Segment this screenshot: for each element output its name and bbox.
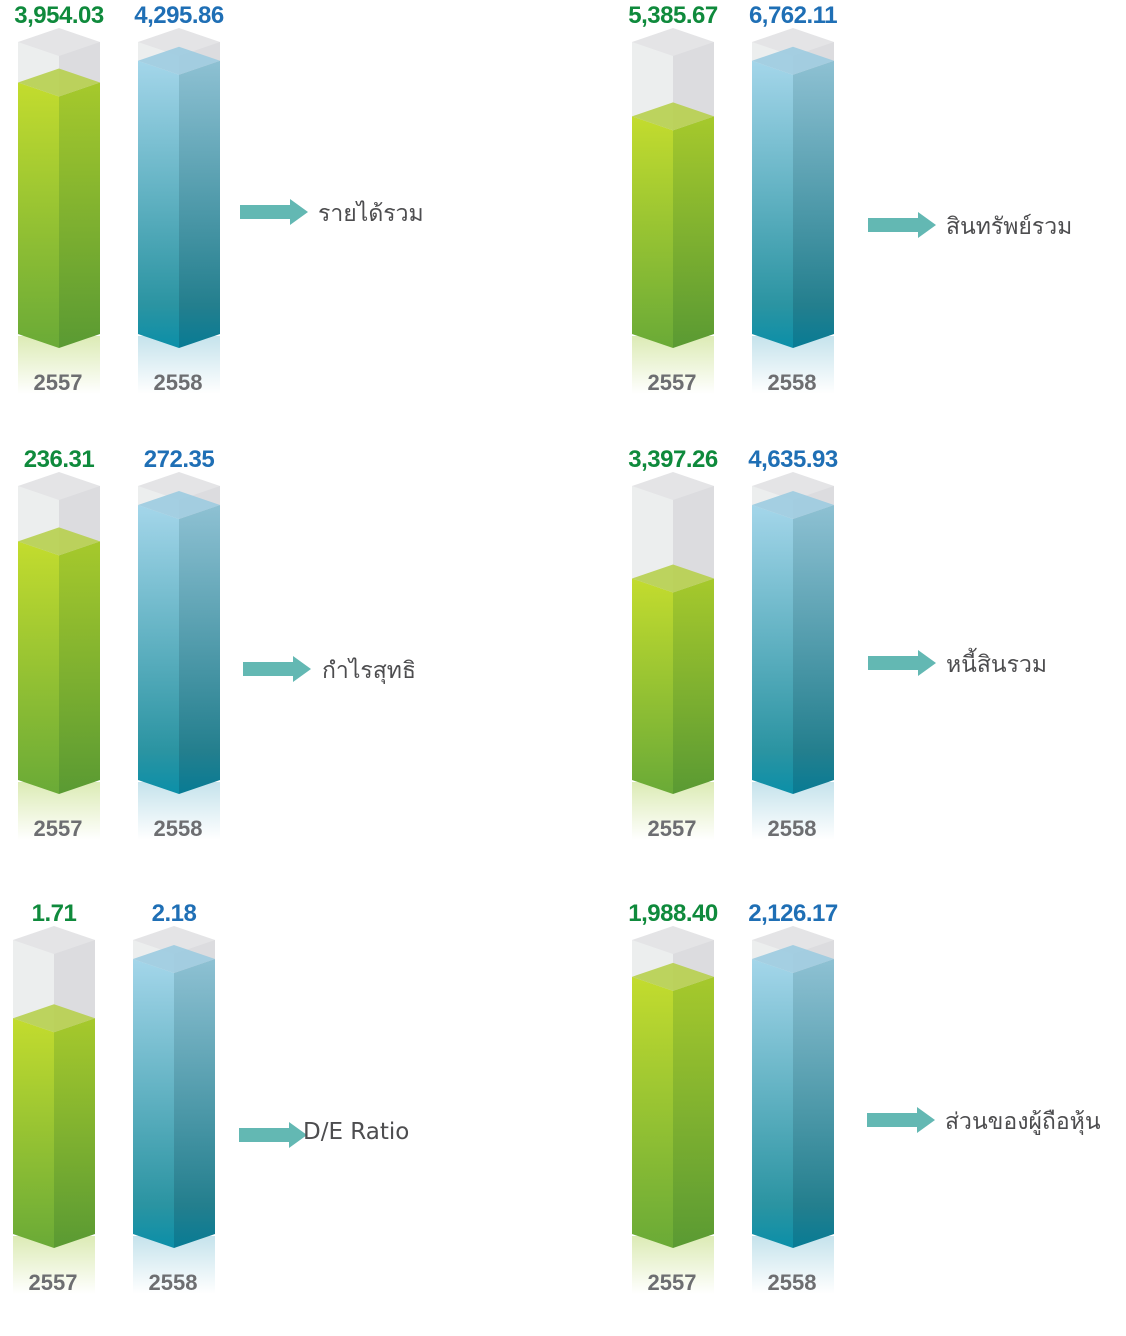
value-label-2558: 2.18 bbox=[151, 900, 197, 927]
bar-2558 bbox=[752, 945, 834, 1248]
bar-2558 bbox=[138, 46, 220, 349]
category-label-2557: 2557 bbox=[33, 816, 83, 841]
metric-label: กำไรสุทธิ bbox=[322, 658, 416, 684]
bar-column-2557 bbox=[13, 926, 95, 1294]
category-label-2558: 2558 bbox=[153, 370, 203, 395]
bar-column-2558 bbox=[752, 926, 834, 1294]
bar-2557 bbox=[13, 1004, 95, 1248]
category-label-2558: 2558 bbox=[148, 1270, 198, 1295]
value-label-2557: 3,397.26 bbox=[628, 446, 718, 473]
arrow-icon bbox=[868, 650, 936, 676]
category-label-2557: 2557 bbox=[28, 1270, 78, 1295]
value-label-2557: 236.31 bbox=[23, 446, 95, 473]
arrow-icon bbox=[867, 1107, 935, 1133]
value-label-2557: 5,385.67 bbox=[628, 2, 718, 29]
bar-2558 bbox=[752, 491, 834, 794]
value-label-2557: 1.71 bbox=[31, 900, 77, 927]
category-label-2557: 2557 bbox=[647, 370, 697, 395]
bar-2558 bbox=[752, 46, 834, 349]
value-label-2558: 272.35 bbox=[143, 446, 215, 473]
metric-label: ส่วนของผู้ถือหุ้น bbox=[945, 1109, 1101, 1135]
value-label-2557: 3,954.03 bbox=[14, 2, 104, 29]
bar-column-2558 bbox=[133, 926, 215, 1294]
bar-2558 bbox=[138, 491, 220, 794]
bar-2558 bbox=[133, 945, 215, 1248]
arrow-icon bbox=[243, 656, 311, 682]
arrow-icon bbox=[239, 1122, 307, 1148]
value-label-2558: 4,295.86 bbox=[134, 2, 224, 29]
bar-column-2557 bbox=[632, 28, 714, 394]
bar-column-2557 bbox=[18, 472, 100, 840]
category-label-2558: 2558 bbox=[767, 370, 817, 395]
bar-2557 bbox=[632, 962, 714, 1248]
bar-2557 bbox=[18, 68, 100, 348]
bar-2557 bbox=[632, 102, 714, 348]
bar-column-2557 bbox=[632, 472, 714, 840]
category-label-2558: 2558 bbox=[153, 816, 203, 841]
metric-label: D/E Ratio bbox=[303, 1119, 410, 1145]
bar-column-2558 bbox=[752, 472, 834, 840]
bar-column-2557 bbox=[18, 28, 100, 394]
value-label-2558: 4,635.93 bbox=[748, 446, 838, 473]
category-label-2557: 2557 bbox=[647, 1270, 697, 1295]
arrow-icon bbox=[240, 199, 308, 225]
bar-column-2558 bbox=[138, 472, 220, 840]
metric-label: หนี้สินรวม bbox=[946, 652, 1048, 678]
value-label-2558: 2,126.17 bbox=[748, 900, 838, 927]
bar-column-2557 bbox=[632, 926, 714, 1294]
value-label-2557: 1,988.40 bbox=[628, 900, 718, 927]
category-label-2557: 2557 bbox=[647, 816, 697, 841]
bar-column-2558 bbox=[138, 28, 220, 394]
bar-2557 bbox=[18, 527, 100, 794]
arrow-icon bbox=[868, 212, 936, 238]
metric-label: สินทรัพย์รวม bbox=[946, 214, 1073, 240]
value-label-2558: 6,762.11 bbox=[748, 2, 838, 29]
bar-2557 bbox=[632, 564, 714, 794]
category-label-2558: 2558 bbox=[767, 1270, 817, 1295]
category-label-2558: 2558 bbox=[767, 816, 817, 841]
bar-column-2558 bbox=[752, 28, 834, 394]
category-label-2557: 2557 bbox=[33, 370, 83, 395]
metric-label: รายได้รวม bbox=[318, 201, 424, 227]
